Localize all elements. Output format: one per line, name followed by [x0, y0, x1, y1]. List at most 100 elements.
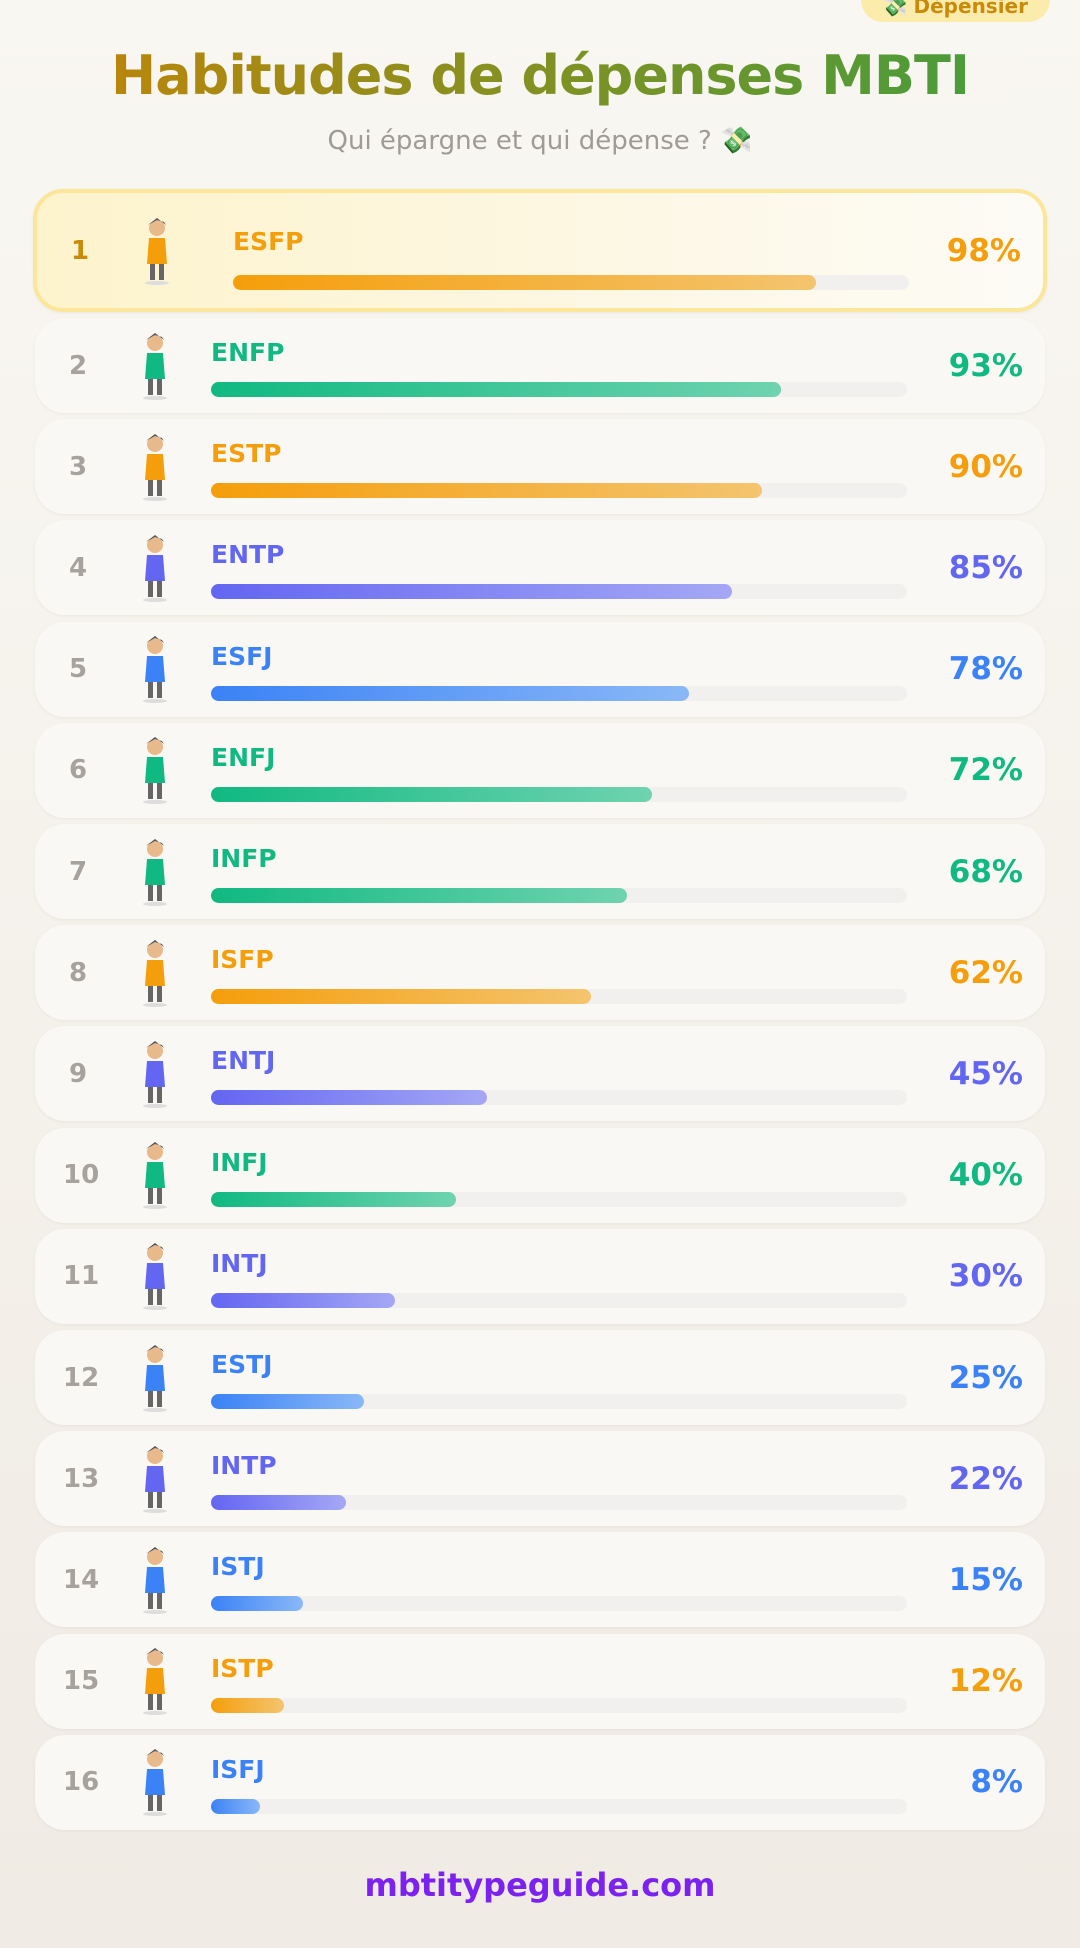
ranking-row: 16 ISFJ 8% — [35, 1734, 1045, 1830]
percent-label: 15% — [948, 1561, 1023, 1598]
type-label: INFJ — [211, 1147, 268, 1177]
ranking-row: 10 INFJ 40% — [35, 1127, 1045, 1223]
bar-fill — [233, 275, 816, 290]
rank-number: 7 — [68, 856, 88, 887]
type-label: ESFP — [233, 227, 304, 256]
bar-track — [211, 1292, 907, 1308]
bar-fill — [211, 1495, 346, 1511]
percent-label: 22% — [948, 1460, 1023, 1497]
character-avatar-icon — [143, 1040, 167, 1108]
type-label: ISTP — [211, 1653, 274, 1683]
ranking-row: 4 ENTP 85% — [35, 520, 1045, 616]
character-avatar-icon — [143, 1445, 167, 1513]
footer-site: mbtitypeguide.com — [364, 1866, 716, 1904]
bar-fill — [211, 685, 689, 701]
percent-label: 30% — [948, 1258, 1023, 1295]
bar-fill — [211, 1798, 260, 1814]
rank-number: 8 — [68, 957, 88, 988]
ranking-row: 5 ESFJ 78% — [35, 621, 1045, 717]
bar-fill — [211, 1292, 395, 1308]
bar-fill — [211, 1394, 365, 1409]
bar-fill — [211, 1697, 285, 1713]
ranking-row: 9 ENTJ 45% — [35, 1026, 1045, 1122]
bar-track — [211, 1697, 907, 1713]
rank-number: 4 — [68, 552, 88, 583]
rank-number: 2 — [68, 350, 88, 381]
ranking-row: 1 ESFP 98% — [33, 189, 1047, 312]
rank-number: 1 — [70, 235, 90, 266]
bar-fill — [211, 786, 652, 802]
bar-track — [211, 786, 907, 802]
character-avatar-icon — [143, 1344, 167, 1412]
badge-label: Dépensier — [913, 0, 1028, 18]
character-avatar-icon — [143, 1546, 167, 1614]
bar-track — [211, 382, 907, 397]
percent-label: 8% — [970, 1764, 1023, 1801]
bar-track — [211, 1596, 907, 1612]
character-avatar-icon — [143, 1749, 167, 1817]
ranking-row: 14 ISTJ 15% — [35, 1532, 1045, 1628]
percent-label: 25% — [948, 1359, 1023, 1396]
bar-track — [211, 1798, 907, 1814]
bar-track — [211, 888, 907, 903]
character-avatar-icon — [143, 737, 167, 805]
type-label: INFP — [211, 844, 277, 873]
rank-number: 3 — [68, 451, 88, 482]
spender-badge: 💸 Dépensier — [860, 0, 1050, 22]
bar-track — [211, 685, 907, 701]
rank-number: 6 — [68, 755, 88, 786]
bar-fill — [211, 1191, 456, 1207]
percent-label: 45% — [948, 1055, 1023, 1092]
rank-number: 12 — [63, 1362, 100, 1393]
type-label: ESFJ — [211, 641, 273, 671]
percent-label: 62% — [948, 954, 1023, 991]
bar-track — [211, 1191, 907, 1207]
character-avatar-icon — [143, 1142, 167, 1210]
ranking-row: 6 ENFJ 72% — [35, 722, 1045, 818]
ranking-row: 2 ENFP 93% — [35, 318, 1045, 413]
ranking-row: 13 INTP 22% — [35, 1431, 1045, 1527]
character-avatar-icon — [143, 939, 167, 1007]
page-title: Habitudes de dépenses MBTI — [111, 44, 970, 107]
type-label: ENFJ — [211, 742, 276, 772]
bar-fill — [211, 483, 763, 499]
ranking-row: 15 ISTP 12% — [35, 1633, 1045, 1729]
percent-label: 12% — [948, 1663, 1023, 1700]
bar-fill — [211, 1596, 303, 1612]
ranking-row: 7 INFP 68% — [35, 824, 1045, 919]
character-avatar-icon — [143, 838, 167, 906]
character-avatar-icon — [143, 433, 167, 501]
bar-fill — [211, 1090, 487, 1106]
type-label: ISFP — [211, 945, 274, 975]
bar-fill — [211, 382, 781, 397]
character-avatar-icon — [143, 1648, 167, 1716]
rank-number: 14 — [63, 1564, 100, 1595]
ranking-row: 11 INTJ 30% — [35, 1228, 1045, 1324]
rank-number: 13 — [63, 1463, 100, 1494]
type-label: ENTJ — [211, 1046, 276, 1076]
bar-track — [211, 1394, 907, 1409]
type-label: INTJ — [211, 1248, 268, 1278]
rank-number: 5 — [68, 654, 88, 685]
percent-label: 85% — [948, 549, 1023, 586]
percent-label: 68% — [948, 853, 1023, 890]
money-with-wings-icon: 💸 — [882, 0, 908, 18]
character-avatar-icon — [143, 1243, 167, 1311]
type-label: ISFJ — [211, 1754, 265, 1784]
bar-fill — [211, 989, 591, 1005]
type-label: ENTP — [211, 540, 285, 570]
bar-track — [211, 584, 907, 600]
type-label: ESTP — [211, 439, 282, 469]
ranking-row: 12 ESTJ 25% — [35, 1330, 1045, 1425]
type-label: ESTJ — [211, 1350, 273, 1379]
bar-fill — [211, 888, 628, 903]
bar-track — [233, 275, 909, 290]
bar-track — [211, 1495, 907, 1511]
percent-label: 98% — [946, 232, 1021, 269]
character-avatar-icon — [145, 217, 169, 285]
percent-label: 40% — [948, 1157, 1023, 1194]
ranking-row: 8 ISFP 62% — [35, 925, 1045, 1021]
rank-number: 16 — [63, 1767, 100, 1798]
rank-number: 10 — [63, 1160, 100, 1191]
percent-label: 78% — [948, 651, 1023, 688]
